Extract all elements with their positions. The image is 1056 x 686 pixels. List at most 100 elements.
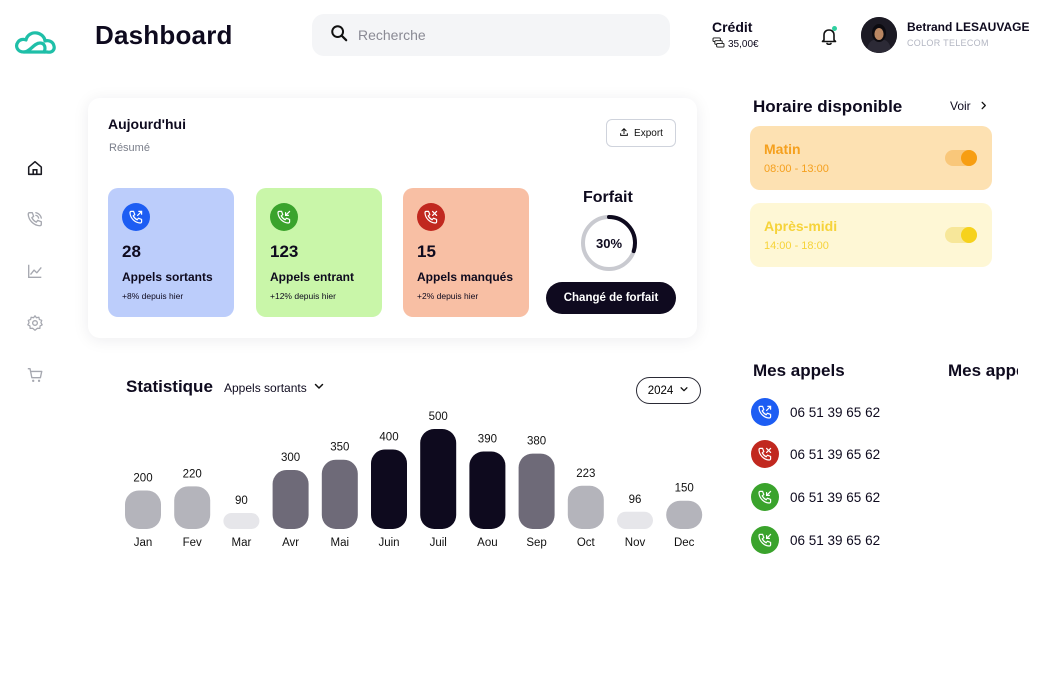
outgoing-calls-value: 28 bbox=[122, 242, 141, 261]
credit-label: Crédit bbox=[712, 19, 753, 35]
bar-mar bbox=[223, 513, 260, 529]
mes-appels-title: Mes appels bbox=[753, 361, 845, 380]
search-input[interactable] bbox=[358, 27, 638, 43]
slot-name: Après-midi bbox=[764, 218, 838, 234]
bar-value-label: 350 bbox=[330, 442, 349, 454]
x-tick-label: Nov bbox=[625, 537, 646, 549]
slot-toggle[interactable] bbox=[945, 150, 977, 166]
x-tick-label: Fev bbox=[183, 537, 202, 549]
bar-value-label: 220 bbox=[183, 468, 202, 480]
notification-dot bbox=[832, 26, 837, 31]
x-tick-label: Mar bbox=[231, 537, 251, 549]
bar-sep bbox=[518, 453, 555, 529]
bar-value-label: 400 bbox=[379, 431, 398, 443]
x-tick-label: Juin bbox=[378, 537, 399, 549]
toggle-knob bbox=[961, 227, 977, 243]
bar-value-label: 90 bbox=[235, 495, 248, 507]
statistique-title: Statistique bbox=[126, 377, 213, 396]
phone-icon[interactable] bbox=[24, 208, 46, 230]
chevron-down-icon bbox=[679, 384, 689, 397]
chart-icon[interactable] bbox=[24, 260, 46, 282]
search-bar[interactable] bbox=[312, 14, 670, 56]
voir-link[interactable]: Voir bbox=[950, 99, 988, 113]
home-icon[interactable] bbox=[24, 157, 46, 179]
outgoing-call-icon bbox=[751, 398, 779, 426]
x-tick-label: Sep bbox=[526, 537, 546, 549]
notification-bell-icon[interactable] bbox=[818, 25, 840, 47]
horaire-title: Horaire disponible bbox=[753, 97, 903, 116]
bar-aou bbox=[469, 451, 506, 529]
year-select[interactable]: 2024 bbox=[636, 377, 701, 404]
bar-value-label: 150 bbox=[675, 483, 694, 495]
forfait-progress-ring bbox=[581, 215, 637, 271]
slot-time: 14:00 - 18:00 bbox=[764, 240, 829, 252]
outgoing-call-icon bbox=[122, 203, 150, 231]
page-title: Dashboard bbox=[95, 20, 233, 50]
today-summary-card: Aujourd'hui Résumé Export 28 Appels sort… bbox=[88, 98, 697, 338]
x-tick-label: Juil bbox=[430, 537, 447, 549]
bar-value-label: 380 bbox=[527, 436, 546, 448]
today-title: Aujourd'hui bbox=[108, 116, 186, 132]
incoming-calls-value: 123 bbox=[270, 242, 299, 261]
outgoing-calls-card: 28 Appels sortants +8% depuis hier bbox=[108, 188, 234, 317]
missed-calls-card: 15 Appels manqués +2% depuis hier bbox=[403, 188, 529, 317]
slot-toggle[interactable] bbox=[945, 227, 977, 243]
incoming-calls-card: 123 Appels entrant +12% depuis hier bbox=[256, 188, 382, 317]
app-logo[interactable] bbox=[14, 30, 56, 56]
mes-appels-title-secondary: Mes appels bbox=[948, 361, 1018, 380]
bar-value-label: 500 bbox=[429, 411, 448, 423]
bar-jan bbox=[125, 490, 161, 529]
incoming-call-icon bbox=[751, 483, 779, 511]
slot-matin: Matin 08:00 - 13:00 bbox=[750, 126, 992, 190]
call-number: 06 51 39 65 62 bbox=[790, 489, 881, 505]
incoming-call-icon bbox=[751, 526, 779, 554]
call-item[interactable]: 06 51 39 65 62 bbox=[751, 483, 880, 511]
call-item[interactable]: 06 51 39 65 62 bbox=[751, 440, 880, 468]
export-button[interactable]: Export bbox=[606, 119, 676, 147]
chevron-right-icon bbox=[979, 99, 988, 113]
incoming-calls-delta: +12% depuis hier bbox=[270, 291, 336, 301]
coins-icon bbox=[712, 37, 725, 51]
change-plan-button[interactable]: Changé de forfait bbox=[546, 282, 676, 314]
chevron-down-icon bbox=[313, 380, 325, 395]
bar-nov bbox=[617, 511, 653, 529]
missed-call-icon bbox=[751, 440, 779, 468]
missed-calls-value: 15 bbox=[417, 242, 436, 261]
missed-calls-label: Appels manqués bbox=[417, 270, 514, 284]
x-tick-label: Oct bbox=[577, 537, 596, 549]
bar-value-label: 200 bbox=[133, 472, 152, 484]
x-tick-label: Jan bbox=[134, 537, 153, 549]
incoming-call-icon bbox=[270, 203, 298, 231]
slot-name: Matin bbox=[764, 141, 801, 157]
slot-time: 08:00 - 13:00 bbox=[764, 163, 829, 175]
credit-amount: 35,00€ bbox=[728, 38, 759, 50]
avatar[interactable] bbox=[861, 17, 897, 53]
cart-icon[interactable] bbox=[24, 364, 46, 386]
statistique-filter-label: Appels sortants bbox=[224, 380, 307, 395]
x-tick-label: Mai bbox=[331, 537, 350, 549]
bar-value-label: 390 bbox=[478, 434, 497, 446]
slot-apres-midi: Après-midi 14:00 - 18:00 bbox=[750, 203, 992, 267]
credit-info: Crédit 35,00€ bbox=[712, 19, 759, 51]
forfait-title: Forfait bbox=[583, 189, 633, 206]
x-tick-label: Dec bbox=[674, 537, 695, 549]
export-icon bbox=[619, 127, 629, 140]
bar-mai bbox=[321, 459, 358, 529]
missed-calls-delta: +2% depuis hier bbox=[417, 291, 479, 301]
bar-value-label: 223 bbox=[576, 468, 595, 480]
export-label: Export bbox=[634, 127, 663, 139]
forfait-percent: 30% bbox=[595, 235, 623, 251]
bar-oct bbox=[567, 485, 604, 529]
statistique-filter-dropdown[interactable]: Appels sortants bbox=[224, 380, 325, 395]
bar-juin bbox=[371, 449, 407, 529]
toggle-knob bbox=[961, 150, 977, 166]
call-number: 06 51 39 65 62 bbox=[790, 446, 881, 462]
bar-dec bbox=[666, 500, 703, 529]
bar-fev bbox=[174, 486, 211, 529]
call-item[interactable]: 06 51 39 65 62 bbox=[751, 526, 880, 554]
user-company: COLOR TELECOM bbox=[907, 38, 989, 48]
settings-icon[interactable] bbox=[24, 312, 46, 334]
call-item[interactable]: 06 51 39 65 62 bbox=[751, 398, 880, 426]
today-subtitle: Résumé bbox=[109, 142, 150, 154]
missed-call-icon bbox=[417, 203, 445, 231]
